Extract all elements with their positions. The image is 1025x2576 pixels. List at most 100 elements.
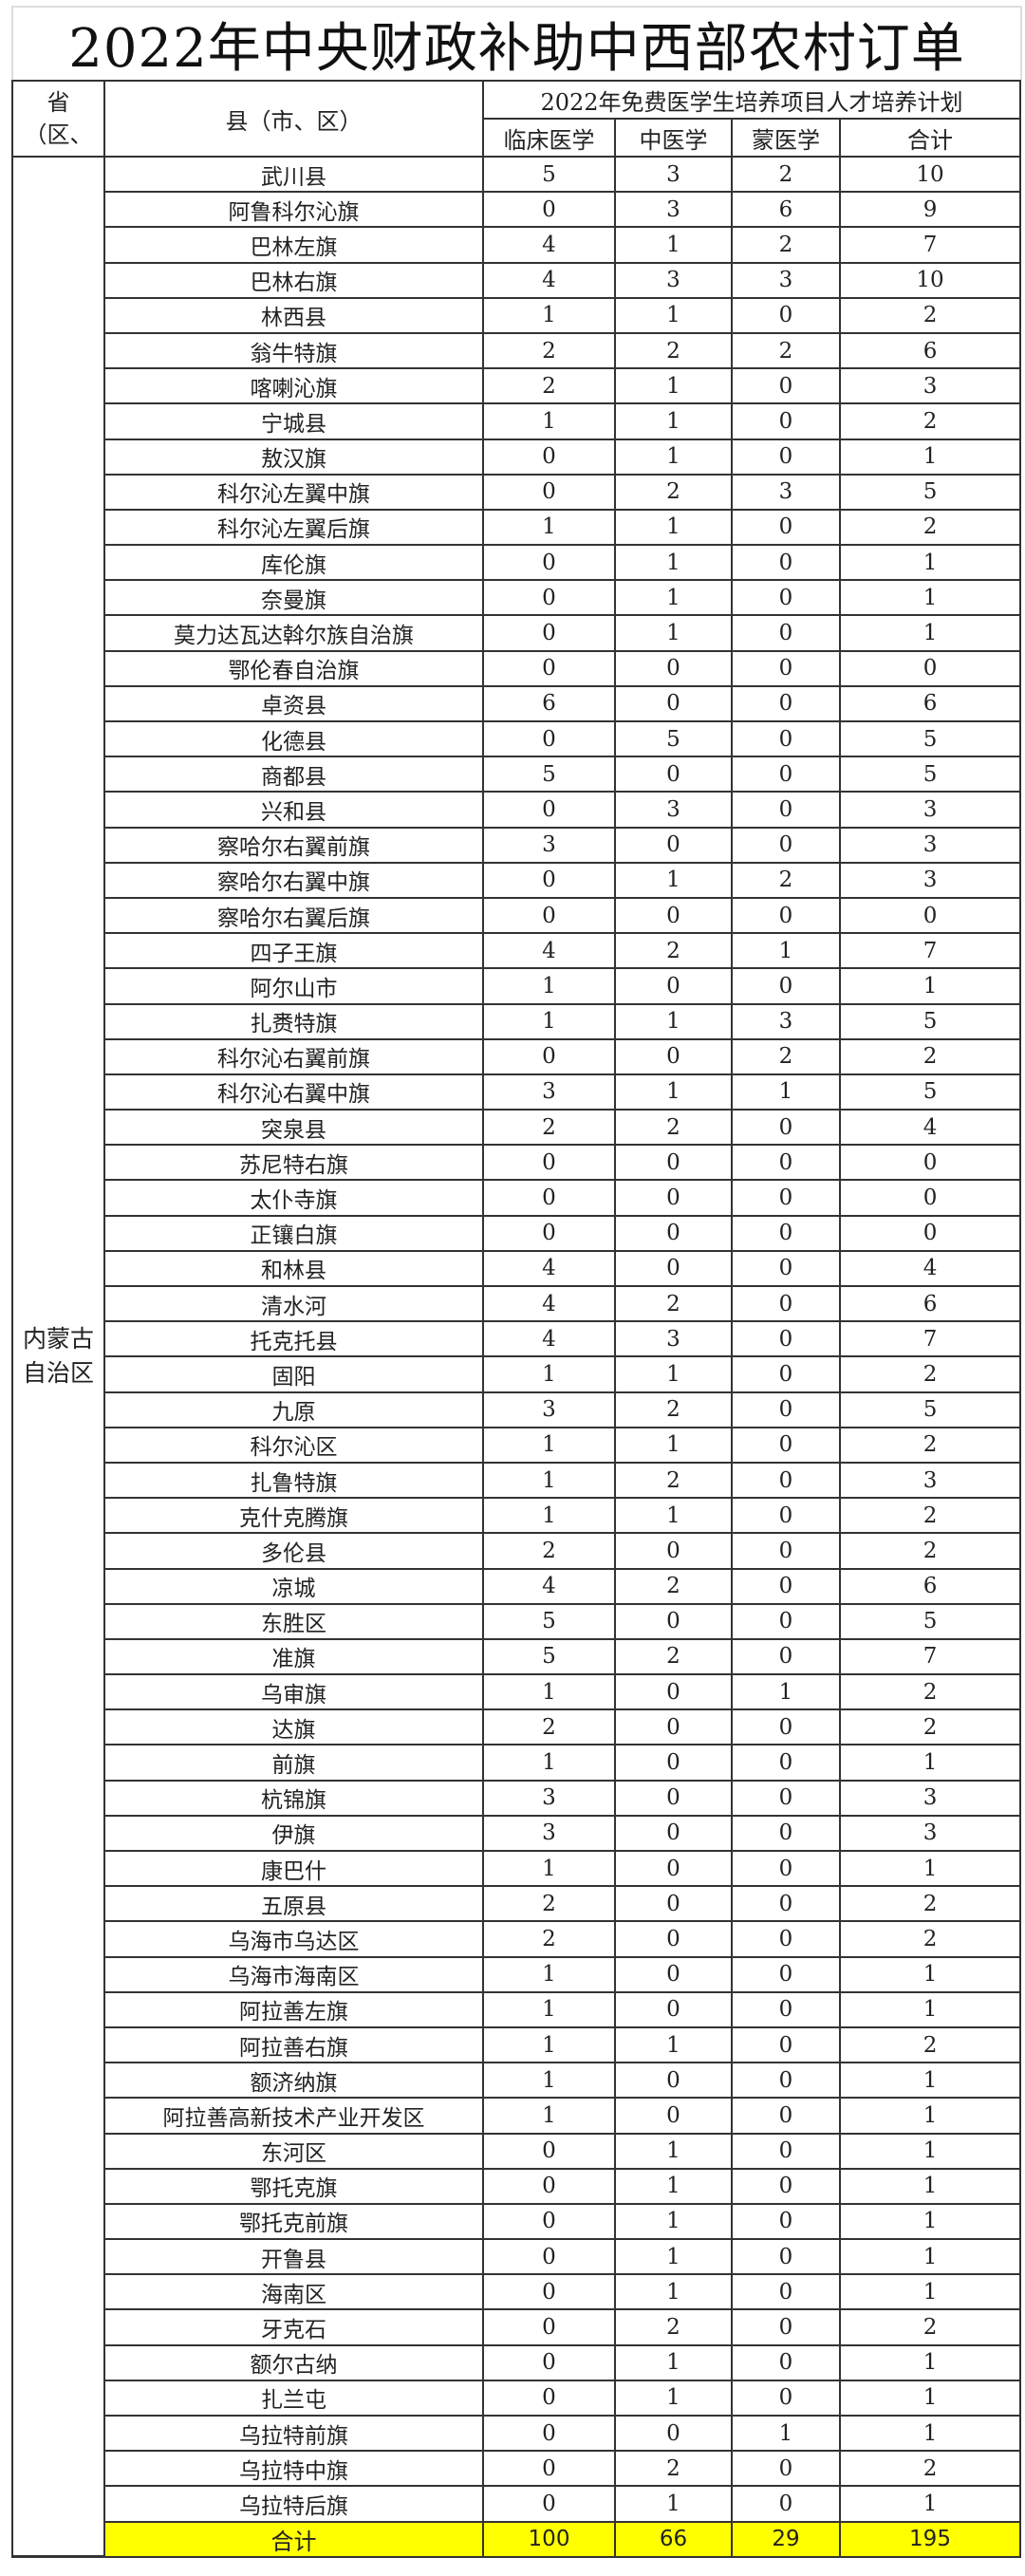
- total-cell: 1: [838, 2097, 1022, 2135]
- total-cell: 5: [838, 1602, 1022, 1640]
- total-cell: 1: [838, 2132, 1022, 2170]
- table-row: 九原 3 2 0 5: [12, 1391, 1022, 1428]
- mongolian-medicine-cell: 0: [731, 826, 841, 864]
- clinical-cell: 0: [482, 2167, 616, 2205]
- mongolian-medicine-cell: 0: [731, 1849, 841, 1888]
- mongolian-medicine-cell: 0: [731, 2062, 841, 2100]
- clinical-cell: 5: [482, 756, 616, 793]
- mongolian-medicine-cell: 0: [731, 1284, 841, 1323]
- county-cell: 伊旗: [103, 1814, 484, 1853]
- county-cell: 杭锦旗: [103, 1779, 484, 1817]
- clinical-cell: 0: [482, 438, 616, 476]
- mongolian-medicine-cell: 3: [731, 1002, 841, 1040]
- total-cell: 2: [838, 1426, 1022, 1464]
- clinical-cell: 0: [482, 649, 616, 687]
- county-cell: 突泉县: [103, 1109, 484, 1147]
- tcm-cell: 2: [614, 1461, 733, 1500]
- county-cell: 科尔沁左翼后旗: [103, 508, 484, 547]
- county-cell: 宁城县: [103, 402, 484, 440]
- tcm-cell: 0: [614, 967, 733, 1005]
- county-cell: 科尔沁左翼中旗: [103, 473, 484, 511]
- mongolian-medicine-cell: 0: [731, 2343, 841, 2381]
- total-cell: 2: [838, 1673, 1022, 1711]
- mongolian-medicine-cell: 0: [731, 1320, 841, 1358]
- total-cell: 6: [838, 1567, 1022, 1605]
- clinical-cell: 0: [482, 1144, 616, 1182]
- tcm-cell: 1: [614, 1002, 733, 1040]
- county-cell: 克什克腾旗: [103, 1497, 484, 1535]
- total-cell: 3: [838, 1461, 1022, 1500]
- county-cell: 阿尔山市: [103, 967, 484, 1005]
- total-cell: 7: [838, 1637, 1022, 1676]
- total-mongolian-medicine: 29: [731, 2520, 841, 2558]
- mongolian-medicine-cell: 2: [731, 1037, 841, 1075]
- total-cell: 2: [838, 2025, 1022, 2064]
- mongolian-medicine-cell: 0: [731, 438, 841, 476]
- county-cell: 阿拉善右旗: [103, 2025, 484, 2064]
- tcm-cell: 0: [614, 1885, 733, 1923]
- table-row: 东河区 0 1 0 1: [12, 2132, 1022, 2170]
- tcm-cell: 3: [614, 261, 733, 299]
- tcm-cell: 3: [614, 191, 733, 229]
- tcm-cell: 1: [614, 614, 733, 652]
- mongolian-medicine-cell: 0: [731, 2450, 841, 2488]
- county-cell: 乌拉特中旗: [103, 2450, 484, 2488]
- total-cell: 9: [838, 191, 1022, 229]
- clinical-cell: 1: [482, 1744, 616, 1782]
- mongolian-medicine-cell: 0: [731, 1214, 841, 1252]
- mongolian-medicine-cell: 0: [731, 2202, 841, 2241]
- total-cell: 1: [838, 2343, 1022, 2381]
- table-row: 乌拉特中旗 0 2 0 2: [12, 2450, 1022, 2488]
- total-cell: 7: [838, 1320, 1022, 1358]
- table-row: 科尔沁左翼后旗 1 1 0 2: [12, 508, 1022, 547]
- total-cell: 2: [838, 402, 1022, 440]
- county-cell: 鄂伦春自治旗: [103, 649, 484, 687]
- clinical-cell: 0: [482, 473, 616, 511]
- county-cell: 清水河: [103, 1284, 484, 1323]
- mongolian-medicine-cell: 0: [731, 684, 841, 723]
- county-cell: 乌拉特前旗: [103, 2414, 484, 2453]
- tcm-cell: 1: [614, 1497, 733, 1535]
- clinical-cell: 0: [482, 791, 616, 829]
- tcm-cell: 2: [614, 1391, 733, 1428]
- total-cell: 3: [838, 826, 1022, 864]
- tcm-cell: 0: [614, 1602, 733, 1640]
- table-row: 杭锦旗 3 0 0 3: [12, 1779, 1022, 1817]
- total-cell: 0: [838, 1179, 1022, 1217]
- clinical-cell: 3: [482, 1814, 616, 1853]
- total-cell: 2: [838, 2308, 1022, 2346]
- tcm-cell: 1: [614, 438, 733, 476]
- county-cell: 准旗: [103, 1637, 484, 1676]
- table-row: 科尔沁右翼前旗 0 0 2 2: [12, 1037, 1022, 1075]
- clinical-cell: 0: [482, 2132, 616, 2170]
- tcm-cell: 2: [614, 473, 733, 511]
- table-row: 阿尔山市 1 0 0 1: [12, 967, 1022, 1005]
- clinical-cell: 0: [482, 2414, 616, 2453]
- table-row: 乌拉特前旗 0 0 1 1: [12, 2414, 1022, 2453]
- table-row: 库伦旗 0 1 0 1: [12, 544, 1022, 582]
- clinical-cell: 1: [482, 2025, 616, 2064]
- county-cell: 苏尼特右旗: [103, 1144, 484, 1182]
- tcm-cell: 1: [614, 2132, 733, 2170]
- clinical-cell: 4: [482, 1249, 616, 1288]
- grand-total: 195: [838, 2520, 1022, 2558]
- clinical-cell: 0: [482, 1179, 616, 1217]
- tcm-cell: 1: [614, 226, 733, 264]
- total-cell: 1: [838, 579, 1022, 617]
- tcm-cell: 1: [614, 2167, 733, 2205]
- table-row: 康巴什 1 0 0 1: [12, 1849, 1022, 1888]
- clinical-cell: 0: [482, 2485, 616, 2523]
- table-row: 商都县 5 0 0 5: [12, 756, 1022, 793]
- mongolian-medicine-cell: 2: [731, 861, 841, 899]
- table-row: 多伦县 2 0 0 2: [12, 1532, 1022, 1570]
- tcm-cell: 3: [614, 1320, 733, 1358]
- table-row: 清水河 4 2 0 6: [12, 1284, 1022, 1323]
- county-cell: 察哈尔右翼后旗: [103, 896, 484, 935]
- county-cell: 科尔沁右翼中旗: [103, 1073, 484, 1111]
- tcm-cell: 0: [614, 1814, 733, 1853]
- tcm-cell: 0: [614, 1920, 733, 1958]
- total-cell: 6: [838, 1284, 1022, 1323]
- table-row: 前旗 1 0 0 1: [12, 1744, 1022, 1782]
- mongolian-medicine-cell: 0: [731, 1779, 841, 1817]
- tcm-cell: 5: [614, 719, 733, 758]
